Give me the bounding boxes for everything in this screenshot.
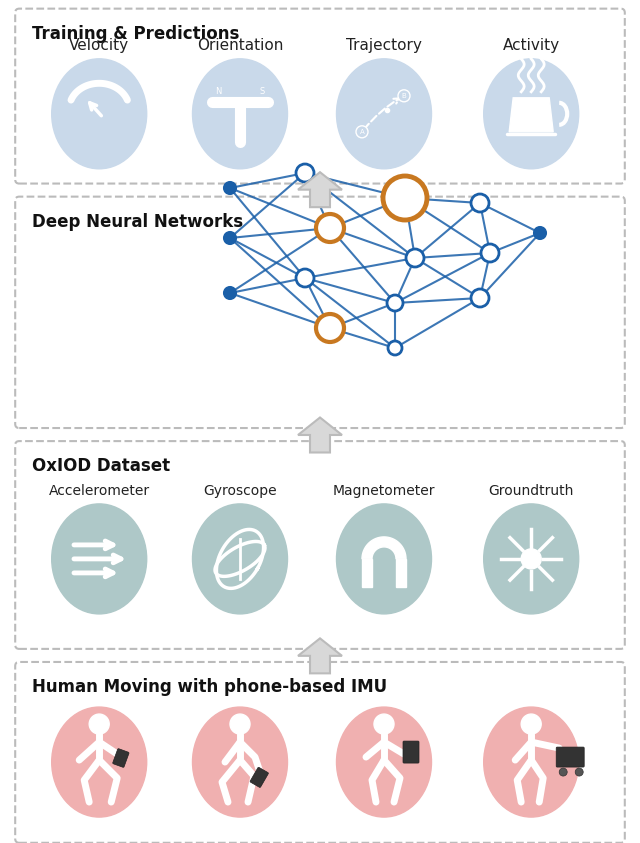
- Ellipse shape: [484, 707, 579, 817]
- Circle shape: [316, 214, 344, 242]
- Ellipse shape: [193, 504, 287, 614]
- Text: Orientation: Orientation: [197, 38, 283, 53]
- Circle shape: [481, 244, 499, 262]
- Text: Deep Neural Networks: Deep Neural Networks: [32, 212, 243, 231]
- FancyBboxPatch shape: [15, 8, 625, 184]
- Text: OxIOD Dataset: OxIOD Dataset: [32, 457, 170, 475]
- Circle shape: [374, 714, 394, 734]
- Circle shape: [383, 176, 427, 220]
- Ellipse shape: [52, 707, 147, 817]
- Circle shape: [534, 227, 546, 239]
- Text: Trajectory: Trajectory: [346, 38, 422, 53]
- Circle shape: [471, 289, 489, 307]
- Text: Human Moving with phone-based IMU: Human Moving with phone-based IMU: [32, 678, 387, 696]
- FancyBboxPatch shape: [15, 441, 625, 649]
- Circle shape: [296, 269, 314, 287]
- Text: Magnetometer: Magnetometer: [333, 484, 435, 498]
- FancyBboxPatch shape: [250, 767, 268, 787]
- Ellipse shape: [337, 707, 431, 817]
- FancyBboxPatch shape: [403, 741, 419, 763]
- Ellipse shape: [52, 504, 147, 614]
- Circle shape: [521, 549, 541, 569]
- Polygon shape: [362, 537, 406, 559]
- Text: Gyroscope: Gyroscope: [203, 484, 277, 498]
- FancyBboxPatch shape: [556, 747, 584, 767]
- Ellipse shape: [52, 59, 147, 169]
- Circle shape: [406, 249, 424, 267]
- Text: A: A: [360, 129, 364, 135]
- Text: Accelerometer: Accelerometer: [49, 484, 150, 498]
- Circle shape: [316, 314, 344, 342]
- Circle shape: [230, 714, 250, 734]
- Text: N: N: [215, 88, 221, 96]
- Ellipse shape: [484, 504, 579, 614]
- Text: B: B: [402, 93, 406, 99]
- Circle shape: [521, 714, 541, 734]
- FancyBboxPatch shape: [15, 662, 625, 843]
- Text: Groundtruth: Groundtruth: [488, 484, 574, 498]
- Circle shape: [398, 90, 410, 102]
- Circle shape: [224, 232, 236, 244]
- Circle shape: [388, 341, 402, 355]
- Polygon shape: [362, 559, 372, 587]
- Circle shape: [356, 126, 368, 137]
- Circle shape: [387, 295, 403, 311]
- Polygon shape: [298, 638, 342, 674]
- Circle shape: [575, 768, 583, 776]
- Circle shape: [224, 182, 236, 194]
- Ellipse shape: [337, 504, 431, 614]
- Circle shape: [471, 194, 489, 212]
- Text: Activity: Activity: [502, 38, 560, 53]
- Ellipse shape: [193, 707, 287, 817]
- Ellipse shape: [484, 59, 579, 169]
- Text: S: S: [259, 88, 264, 96]
- Circle shape: [296, 164, 314, 182]
- FancyBboxPatch shape: [113, 749, 129, 767]
- Polygon shape: [298, 417, 342, 453]
- Polygon shape: [509, 98, 553, 132]
- Text: Training & Predictions: Training & Predictions: [32, 24, 239, 43]
- Circle shape: [559, 768, 567, 776]
- Ellipse shape: [337, 59, 431, 169]
- Text: Velocity: Velocity: [69, 38, 129, 53]
- Circle shape: [89, 714, 109, 734]
- Circle shape: [224, 287, 236, 299]
- Ellipse shape: [193, 59, 287, 169]
- Polygon shape: [298, 172, 342, 207]
- FancyBboxPatch shape: [15, 196, 625, 428]
- Polygon shape: [396, 559, 406, 587]
